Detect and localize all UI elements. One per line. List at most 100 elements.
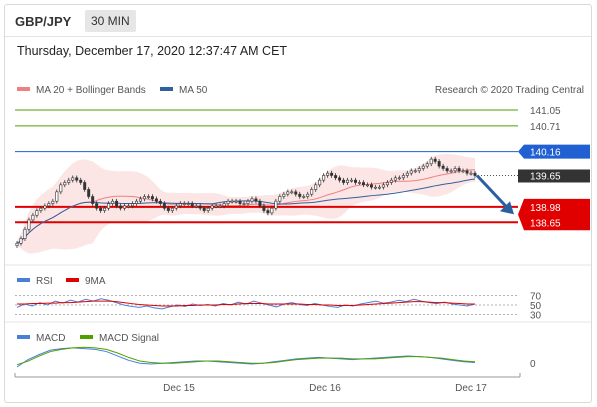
candle-body [429, 158, 433, 165]
macd-tick-label: 0 [530, 359, 536, 370]
macd-signal-legend-swatch [80, 335, 93, 339]
candle-body [230, 200, 234, 203]
candle-body [330, 172, 334, 176]
candle-body [389, 179, 393, 183]
candle-body [393, 177, 397, 181]
candle-body [170, 207, 174, 211]
timestamp: Thursday, December 17, 2020 12:37:47 AM … [17, 44, 288, 58]
macd-panel: 0 [16, 346, 536, 370]
copyright-label: Research © 2020 Trading Central [435, 85, 584, 96]
candle-body [158, 200, 162, 204]
x-tick-label: Dec 15 [163, 383, 195, 394]
candle-body [83, 182, 87, 190]
candle-body [342, 179, 346, 183]
candle-body [294, 191, 298, 195]
candle-body [190, 203, 194, 207]
candle-body [441, 165, 445, 169]
candle-body [150, 196, 154, 200]
ma50-legend-label: MA 50 [179, 85, 208, 96]
candle-body [358, 182, 361, 184]
candle-body [413, 170, 417, 173]
candle-body [115, 200, 119, 207]
x-tick-label: Dec 16 [309, 383, 341, 394]
candle-body [27, 219, 31, 230]
blue-level-tag [518, 144, 590, 159]
candle-body [79, 179, 83, 183]
candle-body [146, 196, 150, 198]
candle-body [433, 158, 437, 162]
rsi-tick-label: 50 [530, 301, 542, 312]
candle-body [202, 207, 206, 211]
green-level-label: 140.71 [530, 122, 561, 133]
candle-body [286, 191, 290, 195]
red-level-label: 138.98 [530, 203, 561, 214]
candle-body [226, 200, 230, 204]
candle-body [453, 168, 457, 172]
candle-body [274, 200, 278, 209]
candle-body [318, 179, 322, 186]
candle-body [373, 186, 377, 189]
x-tick-label: Dec 17 [455, 383, 487, 394]
candle-body [310, 189, 314, 195]
candle-body [437, 161, 441, 167]
candle-body [365, 184, 369, 187]
rsi-ma-legend-label: 9MA [85, 276, 106, 287]
candle-body [234, 200, 238, 203]
candle-body [19, 238, 23, 244]
candle-body [409, 170, 413, 174]
candle-body [55, 191, 59, 202]
candle-body [178, 203, 182, 207]
candle-body [95, 203, 99, 209]
candle-body [381, 184, 385, 188]
candle-body [194, 205, 198, 208]
forecast-arrow [475, 174, 508, 208]
candle-body [270, 207, 274, 214]
candle-body [47, 203, 51, 207]
last-price-label: 139.65 [530, 171, 561, 182]
timeframe-button[interactable]: 30 MIN [85, 10, 136, 32]
candle-body [123, 205, 127, 209]
candle-body [162, 203, 166, 209]
candle-body [397, 177, 401, 180]
candle-body [138, 198, 142, 202]
red-zone-tag [518, 198, 590, 231]
candle-body [134, 200, 138, 204]
ma20-legend-swatch [17, 87, 30, 91]
candle-body [350, 179, 354, 182]
blue-level-label: 140.16 [530, 148, 561, 159]
candle-body [469, 172, 473, 175]
candle-body [99, 207, 103, 211]
macd-signal-legend-label: MACD Signal [99, 333, 159, 344]
forecast-arrow-head [500, 201, 514, 215]
candle-body [338, 177, 342, 181]
bollinger-band [17, 153, 475, 254]
rsi-legend-swatch [17, 278, 30, 282]
candle-body [314, 184, 318, 190]
candle-body [322, 175, 326, 181]
chart-header: GBP/JPY 30 MIN [5, 5, 591, 37]
candle-body [405, 172, 409, 176]
macd-legend-swatch [17, 335, 30, 339]
rsi-ma-legend-swatch [66, 278, 79, 282]
macd-signal-line [16, 346, 476, 366]
candle-body [127, 205, 130, 208]
candle-body [198, 205, 202, 209]
candle-body [31, 214, 35, 221]
rsi-tick-label: 70 [530, 291, 542, 302]
candle-body [445, 168, 449, 172]
candle-body [67, 179, 71, 183]
candle-body [449, 170, 453, 173]
red-level-label: 138.65 [530, 218, 561, 229]
candle-body [461, 170, 465, 173]
ma20-legend-label: MA 20 + Bollinger Bands [36, 85, 146, 96]
candle-body [87, 189, 91, 197]
candle-body [266, 210, 270, 214]
candle-body [39, 207, 43, 211]
candle-body [182, 203, 186, 205]
candle-body [103, 207, 107, 211]
candle-body [278, 196, 282, 202]
candle-body [254, 198, 258, 202]
candle-body [369, 184, 373, 188]
candle-body [346, 179, 350, 183]
